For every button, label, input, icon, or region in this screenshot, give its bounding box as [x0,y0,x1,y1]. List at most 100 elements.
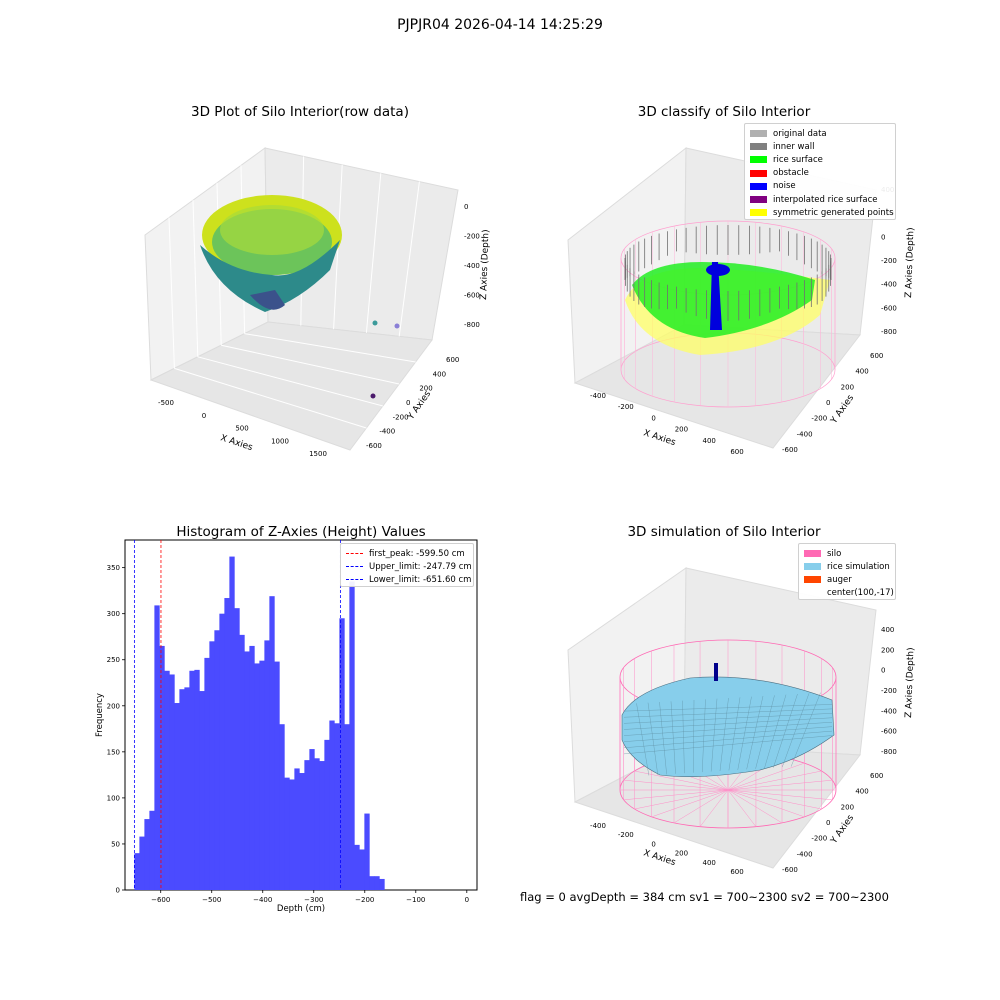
legend-item: auger [804,573,890,586]
panel4-title: 3D simulation of Silo Interior [627,524,821,540]
histogram-bar [369,876,375,890]
histogram-bar [274,661,280,890]
legend-swatch [750,196,767,204]
histogram-bar [179,689,185,890]
x-tick-label: −500 [202,896,221,904]
legend-swatch [750,156,767,164]
status-summary: flag = 0 avgDepth = 384 cm sv1 = 700~230… [520,890,889,904]
histogram-bar [189,670,195,890]
legend-item: silo [804,547,890,560]
histogram-bar [259,660,265,890]
histogram-bar [299,773,305,890]
histogram-bar [164,670,170,890]
histogram-bar [349,581,355,890]
histogram-bar [244,651,250,890]
histogram-bar [209,641,215,890]
x-tick-label: −100 [406,896,425,904]
histogram-bar [204,657,210,890]
histogram-bar [184,687,190,890]
histogram-bars [134,556,385,890]
legend-item: center(100,-17) [804,587,894,600]
histogram-bar [364,813,370,890]
histogram-bar [199,691,205,890]
legend-label: original data [773,128,827,139]
histogram-bar [374,876,380,890]
histogram-bar [279,724,285,890]
legend-item: obstacle [750,167,890,180]
legend-label: obstacle [773,168,809,179]
legend-item: rice simulation [804,560,890,573]
legend-swatch [750,182,767,190]
simulation-legend: silo rice simulation auger center(100,-17) [798,543,896,600]
histogram-bar [239,634,245,890]
legend-swatch [750,209,767,217]
legend-swatch [750,130,767,138]
histogram-bar [319,761,325,890]
legend-swatch [750,143,767,151]
histogram-bar [159,645,165,890]
legend-item: symmetric generated points [750,206,894,219]
histogram-bar [309,749,315,890]
histogram-bar [269,596,275,890]
classify-legend: original data inner wall rice surface obsta… [744,123,896,220]
x-tick-label: 0 [465,896,469,904]
x-tick-label: −600 [151,896,170,904]
legend-item: noise [750,180,890,193]
histogram-bar [234,608,240,890]
legend-swatch [804,550,821,558]
y-tick-label: 300 [107,610,120,618]
y-tick-label: 200 [107,702,120,710]
histogram-bar [304,760,310,890]
legend-swatch [804,576,821,584]
histogram-bar [324,739,330,890]
histogram-bar [334,723,340,890]
x-tick-label: −200 [355,896,374,904]
legend-label: noise [773,181,796,192]
legend-label: center(100,-17) [827,588,894,599]
y-tick-labels: 0 50 100 150 200 250 300 350 [107,564,125,895]
histogram-bar [314,758,320,890]
panel1-title: 3D Plot of Silo Interior(row data) [191,104,409,120]
histogram-bar [154,605,160,890]
histogram-bar [219,613,225,890]
histogram-bar [149,810,155,890]
histogram-bar [134,853,140,890]
histogram-bar [169,674,175,890]
legend-swatch [346,553,363,555]
histogram-legend: first_peak: -599.50 cm Upper_limit: -247.… [340,543,474,587]
histogram-bar [264,640,270,890]
histogram-bar [379,878,385,890]
legend-label: Lower_limit: -651.60 cm [369,574,472,585]
legend-label: Upper_limit: -247.79 cm [369,561,472,572]
legend-swatch [804,563,821,571]
legend-label: rice surface [773,154,823,165]
histogram-bar [354,844,360,890]
y-tick-label: 250 [107,656,120,664]
legend-label: auger [827,574,852,585]
histogram-bar [344,724,350,890]
histogram-bar [144,819,150,890]
legend-label: symmetric generated points [773,207,894,218]
panel3-title: Histogram of Z-Axies (Height) Values [176,524,426,540]
legend-label: rice simulation [827,561,890,572]
histogram-bar [359,849,365,890]
histogram-bar [284,777,290,890]
figure-title: PJPJR04 2026-04-14 14:25:29 [397,17,603,33]
legend-item: original data [750,127,890,140]
histogram-bar [254,663,260,890]
panel2-title: 3D classify of Silo Interior [637,104,811,120]
legend-item: first_peak: -599.50 cm [346,547,468,560]
legend-label: interpolated rice surface [773,194,878,205]
histogram-bar [174,703,180,890]
legend-item: rice surface [750,153,890,166]
histogram-bar [339,618,345,890]
histogram-bar [214,630,220,890]
legend-swatch [750,169,767,177]
y-axis-label: Frequency [95,693,105,737]
reference-lines [133,540,341,890]
y-tick-label: 100 [107,794,120,802]
legend-item: interpolated rice surface [750,193,890,206]
histogram-bar [229,556,235,890]
histogram-bar [289,779,295,890]
